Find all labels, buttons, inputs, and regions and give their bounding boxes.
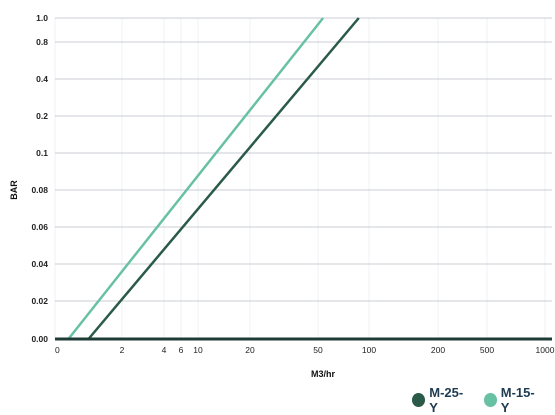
y-tick-label: 1.0 bbox=[36, 13, 48, 23]
y-tick-label: 0.06 bbox=[31, 222, 48, 232]
legend-dot-m25y bbox=[412, 393, 426, 407]
x-tick-label: 4 bbox=[162, 345, 167, 355]
x-tick-label: 100 bbox=[362, 345, 376, 355]
series-lines bbox=[67, 17, 360, 340]
y-tick-label: 0.8 bbox=[36, 37, 48, 47]
legend-item-m25y[interactable]: M-25-Y bbox=[412, 385, 470, 415]
x-tick-label: 2 bbox=[120, 345, 125, 355]
series-line-m-25-y bbox=[87, 17, 360, 340]
x-tick-label: 20 bbox=[245, 345, 255, 355]
series-line-m-15-y bbox=[67, 17, 325, 340]
y-tick-label: 0.04 bbox=[31, 259, 48, 269]
chart: 0 2 4 6 10 20 50 100 200 500 1000 0.00 0.02 0.04 0.06 0… bbox=[9, 13, 555, 379]
y-tick-label: 0.02 bbox=[31, 296, 48, 306]
legend-dot-m15y bbox=[483, 393, 497, 407]
y-tick-label: 0.1 bbox=[36, 148, 48, 158]
y-tick-label: 0.2 bbox=[36, 111, 48, 121]
x-tick-label: 200 bbox=[431, 345, 445, 355]
y-tick-label: 0.00 bbox=[31, 334, 48, 344]
legend-item-m15y[interactable]: M-15-Y bbox=[483, 385, 542, 415]
legend: M-25-Y M-15-Y bbox=[412, 385, 555, 415]
legend-label-m15y: M-15-Y bbox=[500, 385, 535, 415]
y-axis-label: BAR bbox=[9, 180, 19, 200]
tick-labels: 0 2 4 6 10 20 50 100 200 500 1000 0.00 0.02 0.04 0.06 0… bbox=[31, 13, 554, 355]
legend-label-m25y: M-25-Y bbox=[429, 385, 464, 415]
x-tick-label: 50 bbox=[313, 345, 323, 355]
x-tick-label: 1000 bbox=[536, 345, 555, 355]
y-tick-label: 0.08 bbox=[31, 185, 48, 195]
x-axis-label: M3/hr bbox=[311, 369, 336, 379]
x-tick-label: 10 bbox=[193, 345, 203, 355]
x-tick-label: 0 bbox=[55, 345, 60, 355]
x-tick-label: 6 bbox=[179, 345, 184, 355]
x-tick-label: 500 bbox=[480, 345, 494, 355]
y-tick-label: 0.4 bbox=[36, 74, 48, 84]
